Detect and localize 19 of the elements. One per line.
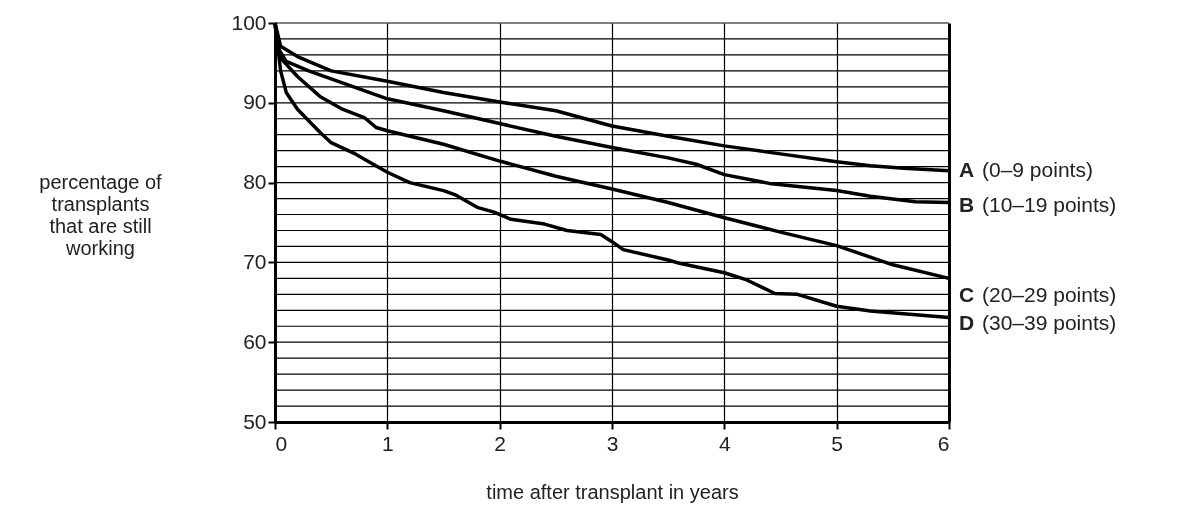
x-axis-title: time after transplant in years: [486, 480, 739, 503]
y-tick-label: 90: [243, 90, 267, 114]
x-tick-label: 6: [937, 431, 950, 455]
y-tick-label: 80: [243, 170, 267, 194]
x-tick-label: 0: [275, 431, 288, 455]
y-axis-title: percentage of transplants that are still working: [39, 171, 163, 260]
series-label: D (30–39 points): [959, 311, 1117, 335]
y-tick-label: 70: [243, 249, 267, 273]
y-tick-label: 60: [243, 329, 267, 353]
series-label: A (0–9 points): [959, 157, 1093, 181]
series-label: C (20–29 points): [959, 283, 1117, 307]
y-tick-label: 100: [231, 10, 267, 34]
series-label: B (10–19 points): [959, 192, 1117, 216]
x-tick-label: 2: [494, 431, 507, 455]
x-tick-label: 3: [606, 431, 619, 455]
x-tick-label: 1: [381, 431, 394, 455]
y-tick-label: 50: [243, 409, 267, 433]
x-tick-label: 4: [718, 431, 731, 455]
x-tick-label: 5: [831, 431, 844, 455]
